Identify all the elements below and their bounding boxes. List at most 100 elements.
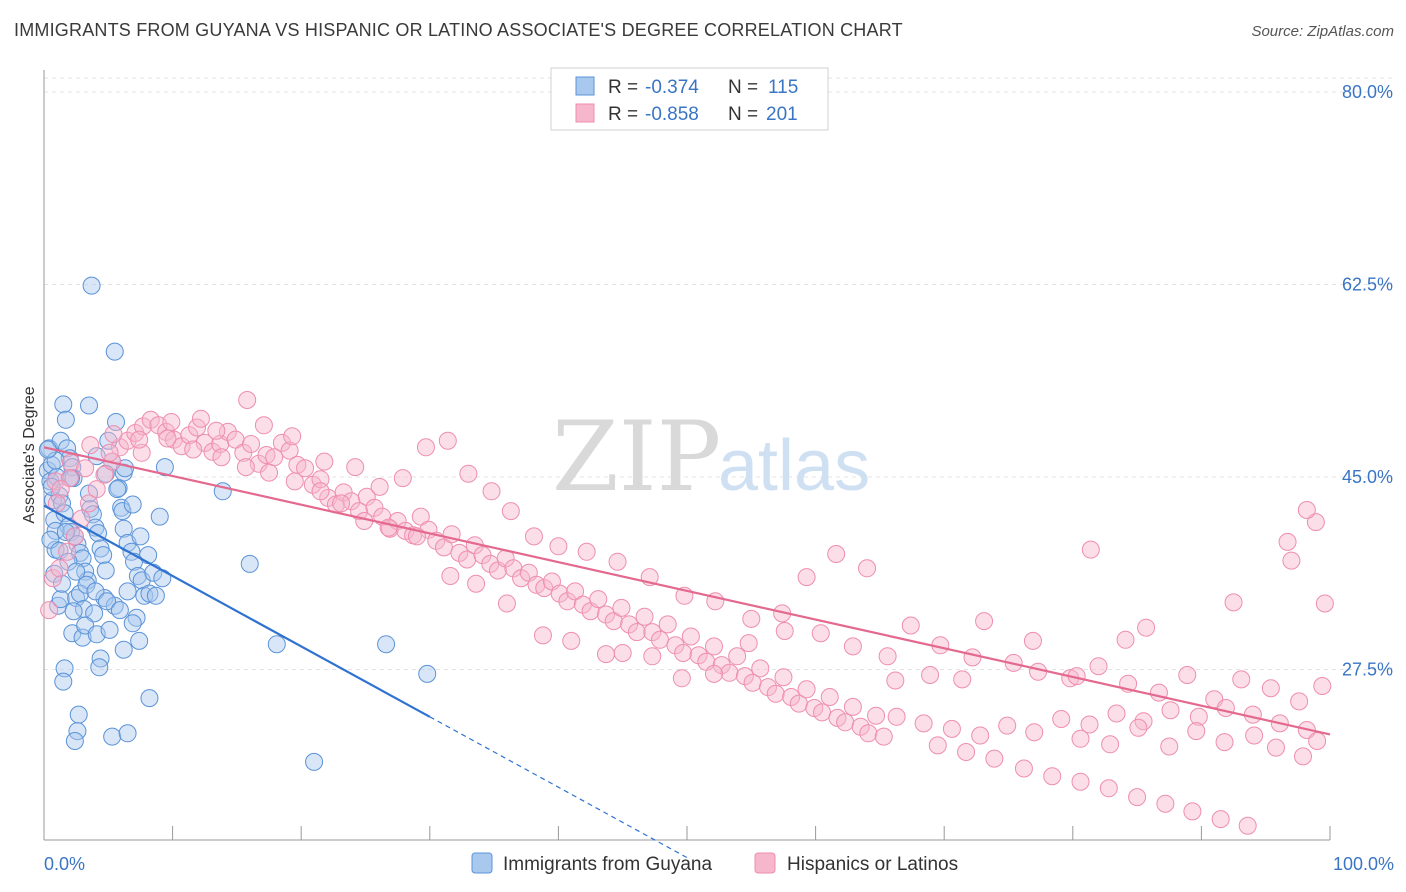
legend-n-value-guyana: 115 [768,77,798,98]
data-point [54,395,73,414]
data-point [1238,816,1257,835]
data-point [296,459,315,478]
data-point [346,458,365,477]
data-point [103,727,122,746]
data-point [797,680,816,699]
data-point [130,430,149,449]
data-point [44,569,63,588]
data-point [867,706,886,725]
data-point [40,601,59,620]
data-point [64,602,83,621]
data-point [65,732,84,750]
data-point [118,724,137,743]
data-point [51,480,70,499]
data-point [942,719,961,738]
y-tick-label: 27.5% [1342,660,1393,680]
legend-r-label-guyana: R = [608,77,638,98]
data-point [549,537,568,556]
legend-r-value-guyana: -0.374 [645,77,699,98]
data-point [332,494,351,513]
data-point [1160,737,1179,756]
data-point [635,607,654,626]
data-point [608,552,627,571]
data-point [272,433,291,452]
data-point [123,614,142,633]
data-point [1308,732,1327,750]
data-point [118,582,137,601]
data-point [1243,705,1262,724]
data-point [203,442,222,461]
data-point [681,627,700,646]
data-point [65,527,84,546]
data-point [843,697,862,716]
data-point [411,507,430,526]
data-point [705,664,724,683]
data-point [957,743,976,761]
data-point [238,391,257,409]
data-point [1080,715,1099,734]
data-point [1232,670,1251,689]
data-point [467,574,486,593]
data-point [1313,677,1332,695]
data-point [1161,701,1180,720]
data-point [1315,594,1334,613]
data-point [110,438,129,457]
data-point [577,542,596,561]
watermark-zip: ZIP [552,401,721,513]
grid [44,77,1394,670]
data-point [377,635,396,654]
data-point [550,584,569,603]
data-point [55,659,74,678]
data-point [162,413,181,431]
data-point [438,431,457,450]
data-point [1278,532,1297,551]
data-point [130,631,149,650]
bottom-legend-label-hispanic: Hispanics or Latinos [787,854,958,875]
data-point [1216,699,1235,717]
data-point [1014,759,1033,778]
data-point [146,586,165,605]
data-point [562,631,581,650]
data-point [267,635,286,654]
data-point [110,601,129,620]
data-point [1052,710,1071,728]
data-point [1297,501,1316,519]
x-tick-label-max: 100.0% [1333,854,1394,874]
data-point [1187,722,1206,741]
legend-r-label-hispanic: R = [608,104,638,125]
data-point [218,422,237,441]
data-point [782,688,801,706]
data-point [96,561,115,580]
data-point [311,482,330,501]
data-point [928,736,947,755]
data-point [155,458,174,477]
data-point [51,431,70,450]
data-point [54,672,73,691]
data-point [98,592,117,611]
data-point [114,519,133,538]
data-point [759,678,778,697]
data-point [497,594,516,613]
data-point [80,494,99,513]
y-tick-labels: 27.5% 45.0% 62.5% 80.0% [1342,82,1393,680]
bottom-legend-swatch-guyana [471,852,493,874]
legend-r-value-hispanic: -0.858 [645,104,699,125]
y-axis-label: Associate's Degree [21,386,38,523]
data-point [242,435,261,453]
data-point [77,575,96,594]
legend-n-value-hispanic: 201 [766,104,798,125]
data-point [418,664,437,683]
y-tick-label: 45.0% [1342,467,1393,487]
data-point [59,552,78,571]
data-point [109,479,128,497]
data-point [1189,707,1208,726]
data-point [1178,666,1197,684]
data-point [139,546,158,565]
data-point [878,647,897,666]
data-point [739,634,758,653]
data-point [90,658,109,677]
data-point [963,648,982,667]
data-point [184,440,203,459]
data-point [1025,723,1044,742]
data-point [524,527,543,546]
